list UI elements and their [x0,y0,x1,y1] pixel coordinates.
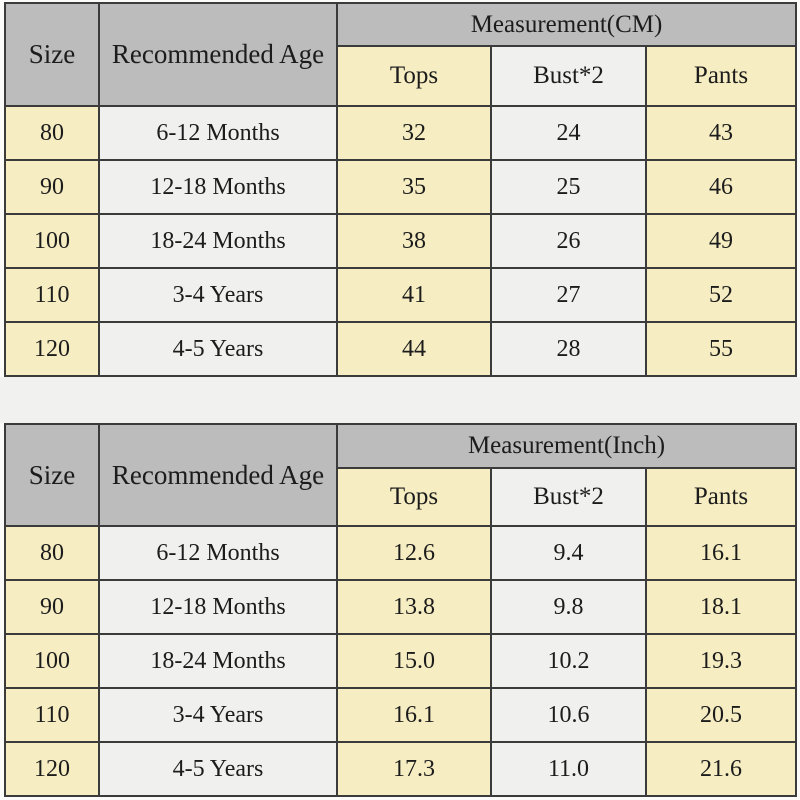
size-chart-inch-table: Size Recommended Age Measurement(Inch) T… [4,423,798,797]
size-cell: 80 [4,105,100,161]
pants-cell: 49 [644,213,798,269]
table-row: Size Recommended Age Measurement(Inch) [4,423,798,527]
table-row: 90 12-18 Months 13.8 9.8 18.1 [4,579,798,635]
age-cell: 4-5 Years [98,321,338,377]
tops-cell: 16.1 [336,687,492,743]
tops-cell: 12.6 [336,525,492,581]
tops-cell: 38 [336,213,492,269]
bust-cell: 28 [490,321,647,377]
pants-cell: 55 [644,321,798,377]
size-column-header: Size [4,423,100,527]
tops-column-header: Tops [336,45,492,107]
measurement-inch-header: Measurement(Inch) [335,423,798,469]
tops-cell: 13.8 [336,579,492,635]
age-cell: 6-12 Months [98,105,338,161]
bust-cell: 9.8 [490,579,647,635]
age-cell: 18-24 Months [98,633,338,689]
age-cell: 3-4 Years [98,687,338,743]
table-row: 100 18-24 Months 15.0 10.2 19.3 [4,633,798,689]
tops-cell: 15.0 [336,633,492,689]
measurement-cm-header: Measurement(CM) [335,2,798,47]
age-cell: 4-5 Years [98,741,338,797]
pants-cell: 19.3 [644,633,798,689]
pants-column-header: Pants [644,45,798,107]
age-cell: 12-18 Months [98,159,338,215]
tops-cell: 32 [336,105,492,161]
bust-cell: 10.6 [490,687,647,743]
table-row: Size Recommended Age Measurement(CM) [4,2,798,107]
age-cell: 3-4 Years [98,267,338,323]
bust-cell: 9.4 [490,525,647,581]
size-cell: 120 [4,321,100,377]
tops-cell: 41 [336,267,492,323]
pants-cell: 20.5 [644,687,798,743]
size-column-header: Size [4,2,100,107]
table-row: 110 3-4 Years 41 27 52 [4,267,798,323]
table-row: 80 6-12 Months 32 24 43 [4,105,798,161]
table-row: Tops Bust*2 Pants [5,45,798,107]
size-cell: 100 [4,213,100,269]
pants-cell: 21.6 [644,741,798,797]
table-row: 90 12-18 Months 35 25 46 [4,159,798,215]
bust-column-header: Bust*2 [490,467,647,527]
table-row: Tops Bust*2 Pants [5,467,798,527]
size-cell: 100 [4,633,100,689]
pants-column-header: Pants [644,467,798,527]
recommended-age-column-header: Recommended Age [98,423,338,527]
size-chart-cm-table: Size Recommended Age Measurement(CM) Top… [4,2,798,377]
pants-cell: 43 [644,105,798,161]
table-row: 110 3-4 Years 16.1 10.6 20.5 [4,687,798,743]
size-cell: 80 [4,525,100,581]
table-row: 80 6-12 Months 12.6 9.4 16.1 [4,525,798,581]
bust-cell: 24 [490,105,647,161]
bust-cell: 27 [490,267,647,323]
pants-cell: 18.1 [644,579,798,635]
age-cell: 12-18 Months [98,579,338,635]
pants-cell: 46 [644,159,798,215]
size-cell: 120 [4,741,100,797]
table-row: 120 4-5 Years 44 28 55 [4,321,798,377]
tops-cell: 17.3 [336,741,492,797]
age-cell: 6-12 Months [98,525,338,581]
size-cell: 110 [4,267,100,323]
bust-cell: 26 [490,213,647,269]
table-row: 120 4-5 Years 17.3 11.0 21.6 [4,741,798,797]
recommended-age-column-header: Recommended Age [98,2,338,107]
pants-cell: 16.1 [644,525,798,581]
size-cell: 90 [4,579,100,635]
table-row: 100 18-24 Months 38 26 49 [4,213,798,269]
bust-cell: 11.0 [490,741,647,797]
table-gap [0,377,800,423]
tops-cell: 35 [336,159,492,215]
tops-column-header: Tops [336,467,492,527]
size-cell: 110 [4,687,100,743]
bust-cell: 10.2 [490,633,647,689]
bust-column-header: Bust*2 [490,45,647,107]
size-cell: 90 [4,159,100,215]
tops-cell: 44 [336,321,492,377]
bust-cell: 25 [490,159,647,215]
age-cell: 18-24 Months [98,213,338,269]
pants-cell: 52 [644,267,798,323]
